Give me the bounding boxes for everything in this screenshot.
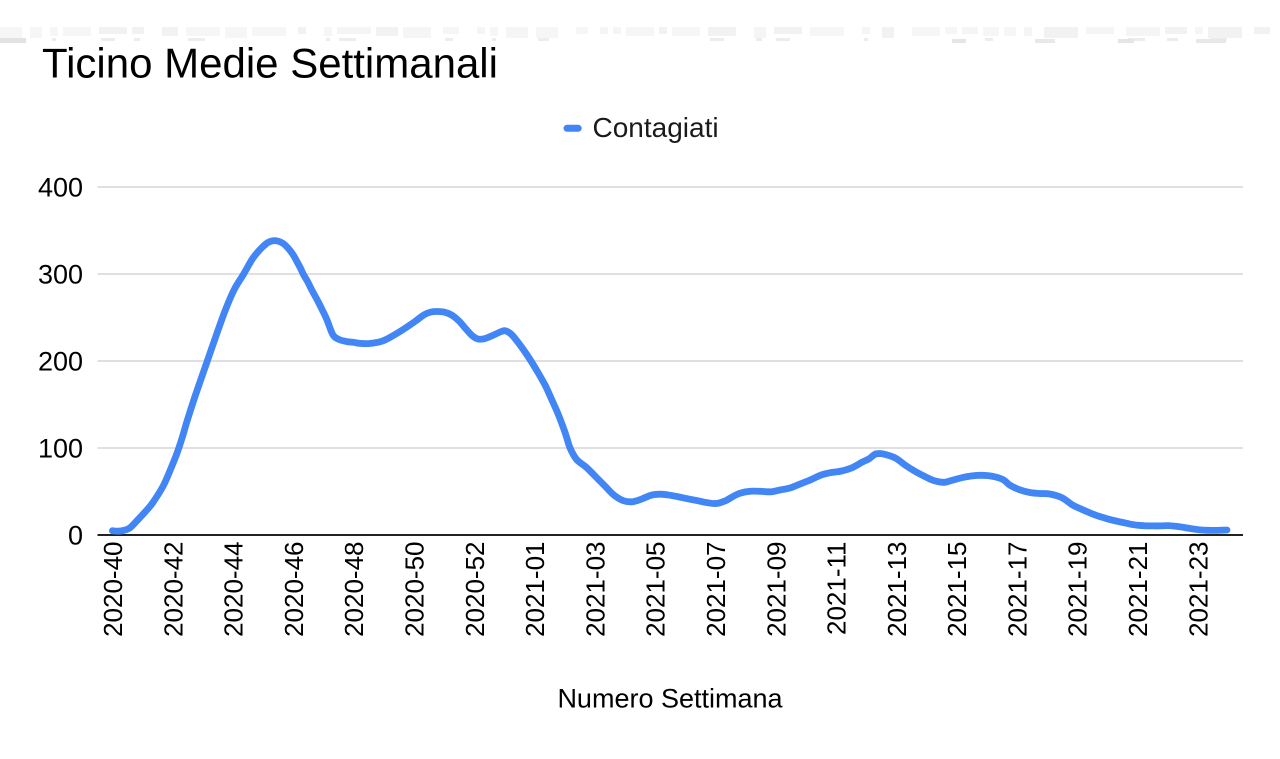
svg-text:2021-01: 2021-01 [520, 542, 550, 637]
svg-text:0: 0 [68, 521, 83, 551]
svg-text:2020-40: 2020-40 [98, 542, 128, 637]
svg-text:2021-15: 2021-15 [942, 542, 972, 637]
svg-text:Numero Settimana: Numero Settimana [557, 684, 783, 714]
svg-text:400: 400 [38, 173, 83, 203]
svg-text:200: 200 [38, 347, 83, 377]
svg-text:Contagiati: Contagiati [593, 112, 719, 143]
svg-text:2021-17: 2021-17 [1002, 542, 1032, 637]
svg-text:2021-11: 2021-11 [822, 542, 852, 636]
svg-text:2020-48: 2020-48 [339, 542, 369, 637]
svg-text:2020-52: 2020-52 [460, 542, 490, 637]
svg-text:Ticino Medie Settimanali: Ticino Medie Settimanali [42, 40, 498, 87]
svg-text:2021-07: 2021-07 [701, 542, 731, 637]
svg-text:2021-05: 2021-05 [641, 542, 671, 637]
svg-text:2021-03: 2021-03 [580, 542, 610, 637]
svg-text:2020-44: 2020-44 [219, 542, 249, 637]
svg-text:2020-50: 2020-50 [400, 542, 430, 637]
svg-text:2021-13: 2021-13 [882, 542, 912, 637]
svg-text:2020-42: 2020-42 [158, 542, 188, 637]
svg-text:300: 300 [38, 260, 83, 290]
svg-text:2021-19: 2021-19 [1063, 542, 1093, 637]
svg-text:2021-09: 2021-09 [761, 542, 791, 637]
svg-text:2020-46: 2020-46 [279, 542, 309, 637]
svg-text:2021-21: 2021-21 [1123, 542, 1153, 637]
svg-text:2021-23: 2021-23 [1183, 542, 1213, 637]
svg-text:100: 100 [38, 434, 83, 464]
